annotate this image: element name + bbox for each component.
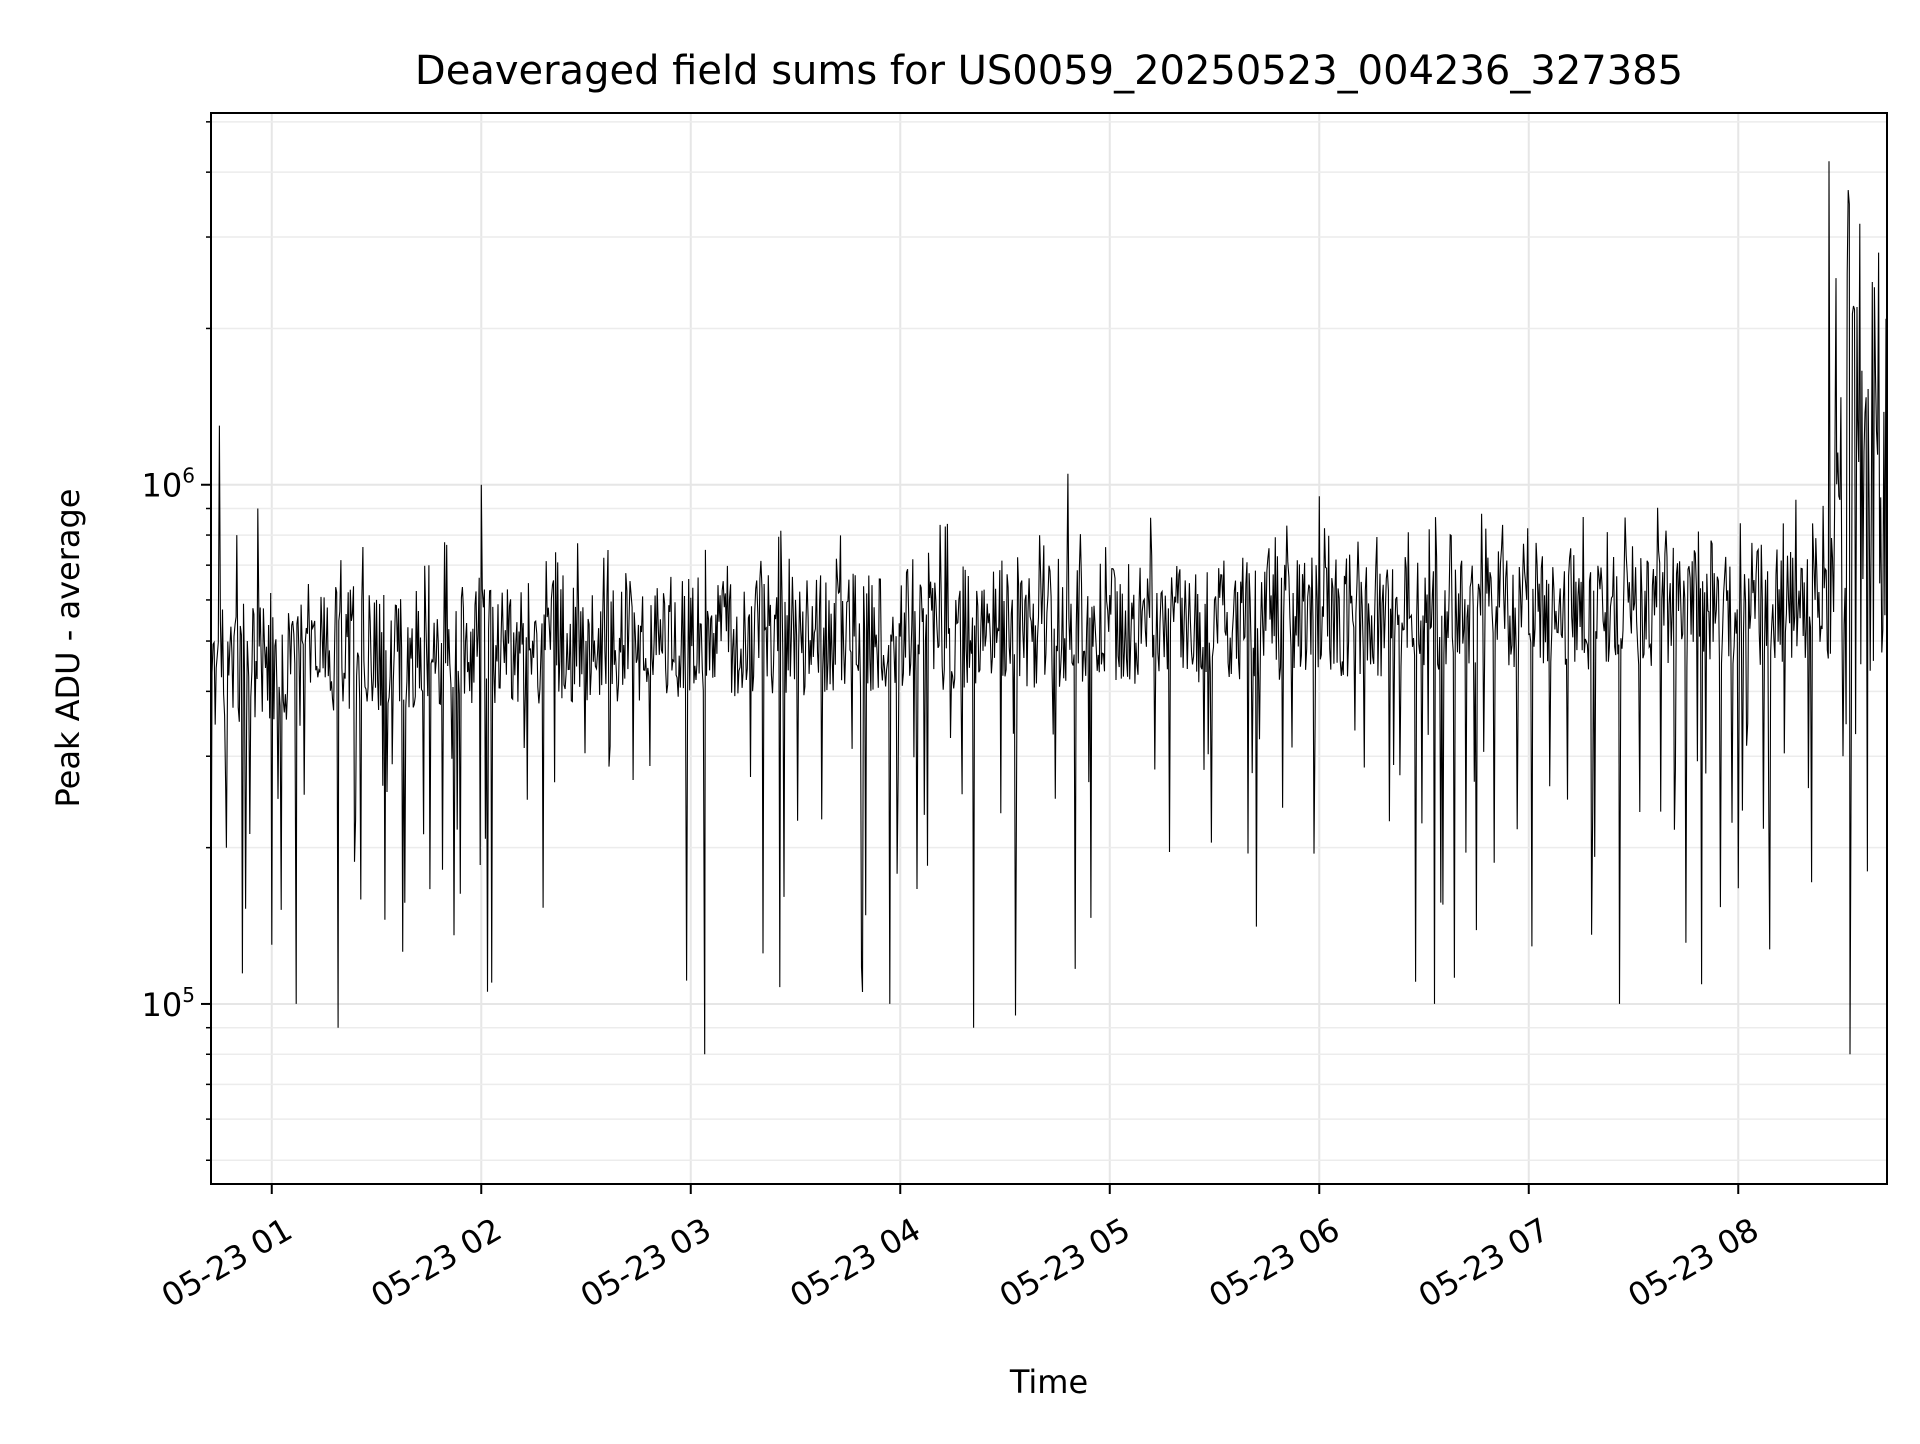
y-tick-base: 10 <box>142 986 183 1024</box>
series-layer <box>210 161 1888 1055</box>
series-line <box>210 161 1888 1055</box>
y-tick-exponent: 5 <box>182 983 195 1007</box>
y-tick-exponent: 6 <box>182 464 195 488</box>
y-tick-base: 10 <box>142 467 183 505</box>
plot-frame <box>210 112 1888 1185</box>
y-axis-label: Peak ADU - average <box>49 489 87 808</box>
y-tick-label: 106 <box>142 464 195 505</box>
y-tick-label: 105 <box>142 983 195 1024</box>
x-axis-label: Time <box>1009 1363 1088 1401</box>
grid-layer <box>211 113 1887 1184</box>
chart-title: Deaveraged field sums for US0059_2025052… <box>415 48 1683 94</box>
